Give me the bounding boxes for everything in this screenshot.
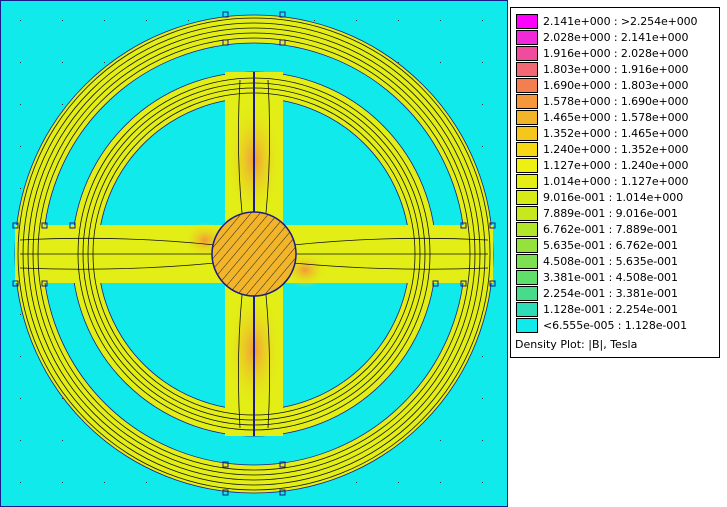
- legend-label: 1.128e-001 : 2.254e-001: [543, 302, 678, 316]
- legend-label: 1.690e+000 : 1.803e+000: [543, 78, 689, 92]
- legend-entry: <6.555e-005 : 1.128e-001: [516, 317, 687, 333]
- legend-entry: 1.690e+000 : 1.803e+000: [516, 77, 688, 93]
- legend-swatch: [516, 141, 538, 157]
- legend-swatch: [516, 29, 538, 45]
- legend-entry: 1.014e+000 : 1.127e+000: [516, 173, 688, 189]
- legend-label: 2.254e-001 : 3.381e-001: [543, 286, 678, 300]
- legend-swatch: [516, 109, 538, 125]
- legend-label: 1.127e+000 : 1.240e+000: [543, 158, 689, 172]
- legend-entry: 3.381e-001 : 4.508e-001: [516, 269, 678, 285]
- legend-entry: 9.016e-001 : 1.014e+000: [516, 189, 683, 205]
- legend-swatch: [516, 317, 538, 333]
- legend-entry: 1.352e+000 : 1.465e+000: [516, 125, 688, 141]
- legend-swatch: [516, 125, 538, 141]
- legend-swatch: [516, 269, 538, 285]
- legend-label: 7.889e-001 : 9.016e-001: [543, 206, 678, 220]
- legend-label: 3.381e-001 : 4.508e-001: [543, 270, 678, 284]
- legend-label: 1.240e+000 : 1.352e+000: [543, 142, 689, 156]
- legend-entry: 5.635e-001 : 6.762e-001: [516, 237, 678, 253]
- legend-label: <6.555e-005 : 1.128e-001: [543, 318, 687, 332]
- legend-entry: 1.127e+000 : 1.240e+000: [516, 157, 688, 173]
- legend-entry: 6.762e-001 : 7.889e-001: [516, 221, 678, 237]
- legend-entry: 1.803e+000 : 1.916e+000: [516, 61, 688, 77]
- legend-label: 1.465e+000 : 1.578e+000: [543, 110, 689, 124]
- legend-swatch: [516, 205, 538, 221]
- legend-entry: 2.254e-001 : 3.381e-001: [516, 285, 678, 301]
- legend-swatch: [516, 173, 538, 189]
- legend-entry: 2.028e+000 : 2.141e+000: [516, 29, 688, 45]
- legend-label: 1.014e+000 : 1.127e+000: [543, 174, 689, 188]
- legend-label: 6.762e-001 : 7.889e-001: [543, 222, 678, 236]
- legend-entry: 1.465e+000 : 1.578e+000: [516, 109, 688, 125]
- legend-label: 2.141e+000 : >2.254e+000: [543, 14, 698, 28]
- legend-swatch: [516, 221, 538, 237]
- legend-entry: 1.128e-001 : 2.254e-001: [516, 301, 678, 317]
- legend-entry: 1.578e+000 : 1.690e+000: [516, 93, 688, 109]
- legend-label: 1.352e+000 : 1.465e+000: [543, 126, 689, 140]
- node-markers: [12, 11, 496, 496]
- legend-label: 1.578e+000 : 1.690e+000: [543, 94, 689, 108]
- legend-swatch: [516, 301, 538, 317]
- legend-swatch: [516, 285, 538, 301]
- legend-swatch: [516, 61, 538, 77]
- density-plot: [0, 0, 508, 507]
- legend-label: 1.803e+000 : 1.916e+000: [543, 62, 689, 76]
- legend-entry: 1.916e+000 : 2.028e+000: [516, 45, 688, 61]
- legend-swatch: [516, 45, 538, 61]
- legend-label: 4.508e-001 : 5.635e-001: [543, 254, 678, 268]
- legend: 2.141e+000 : >2.254e+000 2.028e+000 : 2.1…: [510, 7, 720, 358]
- legend-label: 5.635e-001 : 6.762e-001: [543, 238, 678, 252]
- legend-entry: 2.141e+000 : >2.254e+000: [516, 13, 698, 29]
- legend-swatch: [516, 93, 538, 109]
- legend-label: 1.916e+000 : 2.028e+000: [543, 46, 689, 60]
- legend-entry: 7.889e-001 : 9.016e-001: [516, 205, 678, 221]
- legend-swatch: [516, 13, 538, 29]
- legend-swatch: [516, 77, 538, 93]
- legend-label: 9.016e-001 : 1.014e+000: [543, 190, 684, 204]
- legend-swatch: [516, 189, 538, 205]
- legend-swatch: [516, 157, 538, 173]
- legend-label: 2.028e+000 : 2.141e+000: [543, 30, 689, 44]
- legend-caption: Density Plot: |B|, Tesla: [515, 338, 638, 351]
- legend-entry: 4.508e-001 : 5.635e-001: [516, 253, 678, 269]
- legend-entry: 1.240e+000 : 1.352e+000: [516, 141, 688, 157]
- legend-swatch: [516, 237, 538, 253]
- legend-swatch: [516, 253, 538, 269]
